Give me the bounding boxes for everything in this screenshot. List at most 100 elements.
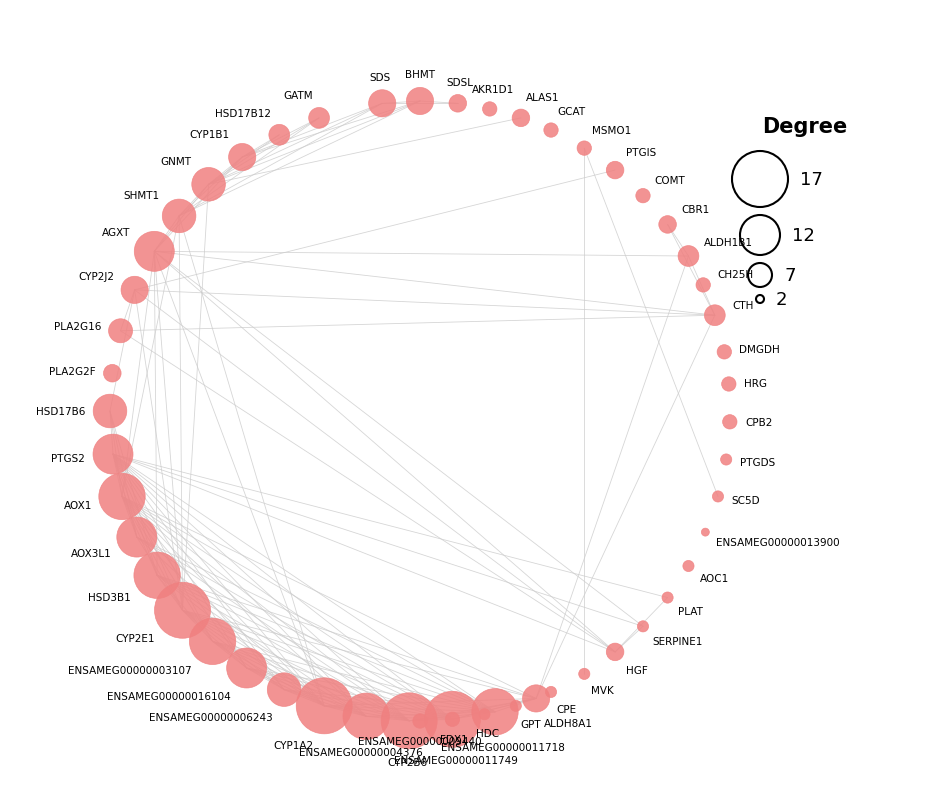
Circle shape [296, 678, 352, 734]
Text: GPT: GPT [520, 719, 541, 729]
Circle shape [637, 621, 649, 632]
Circle shape [721, 454, 732, 466]
Circle shape [522, 685, 549, 712]
Text: PLAT: PLAT [679, 606, 703, 616]
Text: FDX1: FDX1 [440, 735, 468, 744]
Text: ENSAMEG00000003107: ENSAMEG00000003107 [68, 665, 192, 675]
Circle shape [104, 365, 121, 383]
Circle shape [189, 619, 236, 665]
Text: MVK: MVK [592, 685, 614, 696]
Text: AKR1D1: AKR1D1 [472, 85, 514, 95]
Text: SDSL: SDSL [446, 78, 474, 88]
Circle shape [134, 232, 174, 272]
Circle shape [446, 712, 460, 727]
Circle shape [309, 109, 329, 129]
Circle shape [546, 686, 557, 697]
Circle shape [678, 247, 699, 267]
Text: AOC1: AOC1 [700, 573, 729, 583]
Circle shape [192, 168, 226, 202]
Text: ENSAMEG00000009440: ENSAMEG00000009440 [358, 736, 482, 746]
Text: ENSAMEG00000011749: ENSAMEG00000011749 [394, 755, 519, 765]
Text: HSD17B6: HSD17B6 [36, 406, 85, 417]
Circle shape [472, 689, 519, 735]
Text: ENSAMEG00000004376: ENSAMEG00000004376 [299, 747, 423, 757]
Text: 12: 12 [792, 227, 815, 245]
Circle shape [121, 277, 148, 304]
Circle shape [449, 96, 466, 113]
Text: ENSAMEG00000011718: ENSAMEG00000011718 [441, 742, 564, 752]
Text: ENSAMEG00000006243: ENSAMEG00000006243 [150, 712, 273, 722]
Circle shape [134, 552, 181, 599]
Circle shape [269, 125, 289, 146]
Text: CPB2: CPB2 [745, 418, 772, 428]
Circle shape [406, 88, 433, 115]
Text: SHMT1: SHMT1 [124, 191, 160, 201]
Text: SDS: SDS [369, 73, 390, 83]
Circle shape [723, 415, 737, 430]
Circle shape [154, 582, 211, 638]
Text: CYP1A2: CYP1A2 [273, 740, 313, 750]
Text: PLA2G2F: PLA2G2F [49, 367, 95, 376]
Circle shape [512, 110, 530, 127]
Text: ALDH8A1: ALDH8A1 [544, 719, 593, 728]
Circle shape [607, 643, 624, 661]
Text: GNMT: GNMT [161, 157, 192, 167]
Circle shape [381, 693, 437, 749]
Text: PLA2G16: PLA2G16 [54, 321, 101, 331]
Circle shape [483, 103, 497, 117]
Text: PTGIS: PTGIS [625, 148, 656, 158]
Circle shape [424, 692, 480, 748]
Text: CBR1: CBR1 [681, 205, 709, 215]
Text: ENSAMEG00000016104: ENSAMEG00000016104 [108, 691, 231, 702]
Circle shape [109, 320, 133, 343]
Text: COMT: COMT [654, 176, 684, 186]
Text: CPE: CPE [557, 705, 577, 714]
Circle shape [722, 377, 736, 392]
Circle shape [544, 124, 558, 138]
Text: CH25H: CH25H [717, 269, 753, 279]
Circle shape [636, 189, 651, 204]
Circle shape [705, 306, 725, 326]
Circle shape [227, 648, 267, 689]
Text: DMGDH: DMGDH [739, 345, 780, 354]
Text: ENSAMEG00000013900: ENSAMEG00000013900 [716, 537, 840, 547]
Circle shape [228, 144, 256, 171]
Text: 7: 7 [784, 267, 796, 285]
Circle shape [662, 592, 673, 603]
Circle shape [117, 517, 157, 557]
Circle shape [99, 474, 145, 520]
Circle shape [510, 701, 521, 711]
Text: GATM: GATM [284, 92, 313, 101]
Text: HSD17B12: HSD17B12 [215, 109, 271, 119]
Circle shape [369, 91, 396, 118]
Circle shape [607, 162, 624, 180]
Text: HRG: HRG [744, 378, 767, 388]
Text: MSMO1: MSMO1 [592, 126, 632, 136]
Circle shape [479, 709, 490, 720]
Text: SERPINE1: SERPINE1 [652, 636, 703, 646]
Text: AOX3L1: AOX3L1 [70, 549, 111, 559]
Text: ALAS1: ALAS1 [526, 93, 560, 103]
Circle shape [578, 668, 590, 680]
Circle shape [162, 200, 196, 234]
Circle shape [578, 142, 592, 156]
Text: HSD3B1: HSD3B1 [88, 592, 131, 602]
Text: AGXT: AGXT [102, 228, 130, 238]
Text: 17: 17 [800, 171, 823, 189]
Text: PTGS2: PTGS2 [51, 453, 85, 463]
Text: ALDH1B1: ALDH1B1 [705, 238, 753, 247]
Circle shape [413, 714, 427, 728]
Text: 2: 2 [776, 290, 787, 309]
Text: HDC: HDC [475, 727, 499, 738]
Text: PTGDS: PTGDS [739, 457, 775, 467]
Circle shape [94, 395, 126, 428]
Circle shape [683, 560, 695, 572]
Circle shape [93, 435, 133, 474]
Text: CTH: CTH [732, 300, 753, 310]
Text: HGF: HGF [625, 665, 648, 675]
Circle shape [268, 673, 300, 706]
Circle shape [343, 693, 389, 740]
Circle shape [712, 491, 724, 503]
Text: CYP2E1: CYP2E1 [115, 633, 155, 644]
Text: CYP2J2: CYP2J2 [79, 272, 115, 282]
